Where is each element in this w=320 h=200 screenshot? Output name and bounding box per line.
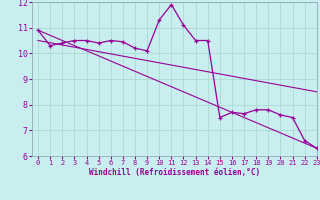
X-axis label: Windchill (Refroidissement éolien,°C): Windchill (Refroidissement éolien,°C) bbox=[89, 168, 260, 177]
